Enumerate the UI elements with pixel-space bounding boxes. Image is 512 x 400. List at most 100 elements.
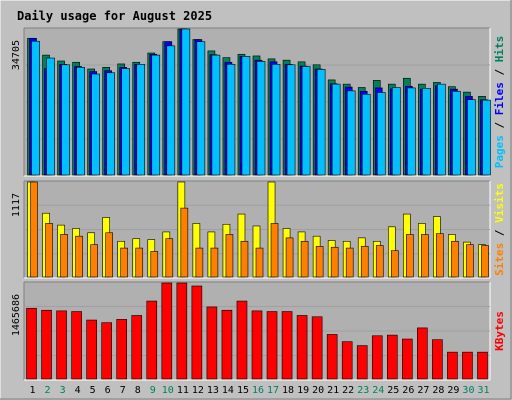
- bar-pages-31: [482, 99, 491, 176]
- series-axis-label-part: Pages: [493, 135, 506, 168]
- x-tick-3: 3: [60, 385, 66, 396]
- bar-kbytes-13: [206, 306, 218, 380]
- x-tick-20: 20: [312, 385, 324, 396]
- x-tick-2: 2: [45, 385, 51, 396]
- x-tick-23: 23: [357, 385, 369, 396]
- bar-sites-9: [150, 251, 159, 278]
- bar-kbytes-23: [356, 345, 368, 380]
- bar-kbytes-1: [26, 307, 37, 380]
- series-axis-label-part: /: [493, 115, 506, 135]
- bar-pages-12: [196, 41, 206, 176]
- x-tick-27: 27: [417, 385, 429, 396]
- bar-pages-5: [91, 73, 100, 176]
- series-axis-label-part: /: [493, 223, 506, 243]
- panel-visits-sites: 1117 Sites / Visits: [11, 180, 506, 279]
- bar-pages-29: [452, 90, 461, 176]
- bar-sites-19: [300, 240, 309, 278]
- bar-pages-16: [256, 61, 266, 176]
- bar-kbytes-2: [41, 309, 52, 380]
- x-tick-14: 14: [222, 385, 234, 396]
- bar-sites-15: [240, 240, 249, 278]
- bar-sites-30: [466, 244, 474, 278]
- x-tick-11: 11: [177, 385, 189, 396]
- bar-sites-22: [345, 247, 354, 278]
- bar-pages-19: [301, 66, 311, 176]
- bar-sites-24: [375, 245, 384, 278]
- bar-sites-4: [75, 235, 83, 278]
- bar-kbytes-8: [131, 315, 143, 380]
- bar-sites-20: [315, 246, 324, 278]
- bar-kbytes-5: [86, 319, 97, 380]
- x-tick-4: 4: [75, 385, 81, 396]
- x-tick-9: 9: [150, 385, 156, 396]
- bar-pages-15: [241, 56, 251, 176]
- bar-sites-8: [135, 247, 144, 278]
- x-tick-6: 6: [105, 385, 111, 396]
- series-axis-label-part: KBytes: [493, 311, 506, 351]
- bar-sites-18: [285, 237, 294, 278]
- x-tick-labels: 1 2 3 4 5 6 7 8 9 10 11 12 13 14 15 16 17 18 19 20 21 22 23 24 2…: [30, 385, 490, 396]
- bar-pages-4: [76, 67, 85, 176]
- series-axis-label-part: Hits: [493, 36, 506, 63]
- x-tick-12: 12: [192, 385, 204, 396]
- bar-pages-26: [407, 87, 416, 176]
- bar-kbytes-25: [386, 334, 398, 380]
- x-tick-25: 25: [387, 385, 399, 396]
- bar-pages-20: [316, 69, 326, 176]
- bar-sites-2: [45, 223, 53, 278]
- series-axis-label: Sites / Visits: [493, 183, 506, 276]
- bar-kbytes-10: [161, 282, 173, 380]
- bar-kbytes-17: [266, 311, 278, 380]
- bar-pages-24: [376, 92, 386, 176]
- bar-sites-3: [60, 234, 68, 278]
- bar-sites-5: [90, 244, 98, 278]
- x-tick-10: 10: [162, 385, 174, 396]
- bar-kbytes-31: [477, 351, 488, 380]
- bar-sites-27: [421, 234, 429, 278]
- bar-sites-13: [210, 247, 219, 278]
- x-tick-8: 8: [135, 385, 141, 396]
- bar-pages-11: [181, 28, 191, 176]
- bar-pages-21: [331, 83, 341, 176]
- chart-title: Daily usage for August 2025: [17, 9, 212, 23]
- x-tick-19: 19: [297, 385, 309, 396]
- series-axis-label-part: Sites: [493, 243, 506, 276]
- bar-pages-3: [61, 64, 70, 176]
- bar-pages-22: [346, 90, 356, 176]
- bar-kbytes-9: [146, 300, 158, 380]
- panel-hits-files-pages: 34705 Pages / Files / Hits: [11, 27, 506, 177]
- x-tick-5: 5: [90, 385, 96, 396]
- bar-kbytes-29: [447, 351, 458, 380]
- bar-pages-14: [226, 64, 236, 176]
- bar-sites-17: [270, 223, 279, 278]
- series-axis-label-part: /: [493, 62, 506, 82]
- bar-kbytes-27: [417, 327, 428, 380]
- bar-sites-26: [406, 234, 414, 278]
- panel-kbytes: 1465686 KBytes: [11, 281, 506, 381]
- bar-kbytes-24: [371, 335, 383, 380]
- bar-kbytes-3: [56, 310, 67, 380]
- bar-kbytes-21: [326, 334, 338, 380]
- bar-sites-28: [436, 233, 444, 278]
- bar-kbytes-26: [402, 338, 413, 380]
- x-tick-31: 31: [477, 385, 489, 396]
- x-tick-24: 24: [372, 385, 384, 396]
- y-max-label: 34705: [11, 40, 22, 70]
- bar-sites-25: [390, 250, 399, 278]
- bar-kbytes-6: [101, 322, 112, 380]
- bar-kbytes-4: [71, 311, 82, 380]
- bar-sites-16: [255, 247, 264, 278]
- x-tick-30: 30: [462, 385, 474, 396]
- bar-pages-6: [106, 72, 115, 176]
- bar-sites-1: [30, 181, 38, 278]
- x-tick-7: 7: [120, 385, 126, 396]
- bar-pages-7: [121, 68, 131, 176]
- bar-sites-11: [180, 207, 189, 278]
- x-tick-15: 15: [237, 385, 249, 396]
- x-tick-26: 26: [402, 385, 414, 396]
- bar-sites-31: [481, 245, 489, 278]
- bar-pages-28: [437, 83, 446, 176]
- x-tick-28: 28: [432, 385, 444, 396]
- bar-kbytes-19: [296, 315, 308, 380]
